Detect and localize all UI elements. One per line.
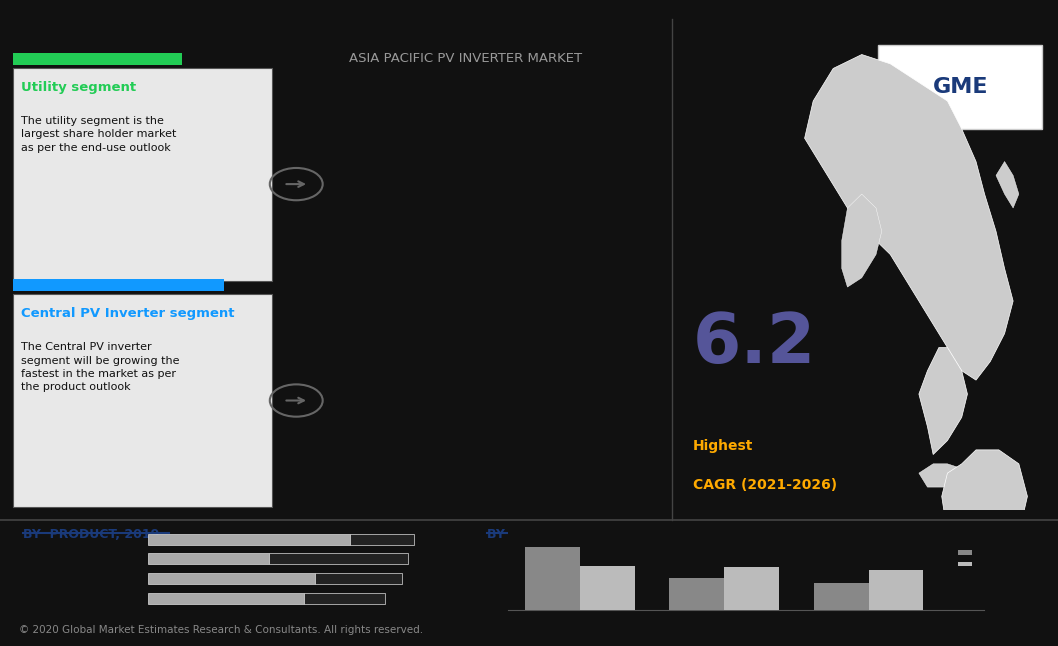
Bar — [957, 550, 972, 555]
Bar — [304, 593, 385, 604]
Polygon shape — [918, 464, 999, 501]
Text: The utility segment is the
largest share holder market
as per the end-use outloo: The utility segment is the largest share… — [21, 116, 177, 152]
Bar — [350, 534, 414, 545]
Text: BY  PRODUCT, 2019: BY PRODUCT, 2019 — [23, 528, 160, 541]
Bar — [580, 567, 635, 610]
Bar — [148, 554, 270, 565]
Polygon shape — [996, 162, 1019, 208]
Text: Utility segment: Utility segment — [21, 81, 136, 94]
Text: The Central PV inverter
segment will be growing the
fastest in the market as per: The Central PV inverter segment will be … — [21, 342, 180, 392]
Bar — [13, 279, 224, 291]
Bar — [13, 294, 272, 507]
Bar — [13, 53, 182, 65]
Text: Central PV Inverter segment: Central PV Inverter segment — [21, 307, 235, 320]
Text: CAGR (2021-2026): CAGR (2021-2026) — [693, 478, 837, 492]
Text: Highest: Highest — [693, 439, 753, 453]
Bar — [270, 554, 407, 565]
Polygon shape — [842, 194, 881, 287]
Text: GME: GME — [933, 78, 988, 97]
Polygon shape — [942, 450, 1027, 566]
Bar — [878, 45, 1042, 129]
Bar — [814, 583, 869, 610]
Bar — [148, 573, 315, 584]
Text: 6.2: 6.2 — [693, 310, 816, 377]
Bar — [869, 570, 924, 610]
Bar — [315, 573, 402, 584]
Polygon shape — [918, 348, 967, 455]
Bar — [725, 567, 779, 610]
Text: BY  END-USE, 2021 VS 2026 (USD BILLION): BY END-USE, 2021 VS 2026 (USD BILLION) — [487, 528, 787, 541]
Text: © 2020 Global Market Estimates Research & Consultants. All rights reserved.: © 2020 Global Market Estimates Research … — [19, 625, 423, 635]
Bar — [670, 578, 725, 610]
Bar — [525, 547, 580, 610]
Bar — [148, 593, 304, 604]
Text: ASIA PACIFIC PV INVERTER MARKET: ASIA PACIFIC PV INVERTER MARKET — [349, 52, 582, 65]
Bar — [957, 561, 972, 567]
Bar — [13, 68, 272, 281]
Bar — [148, 534, 350, 545]
Polygon shape — [805, 54, 1014, 380]
